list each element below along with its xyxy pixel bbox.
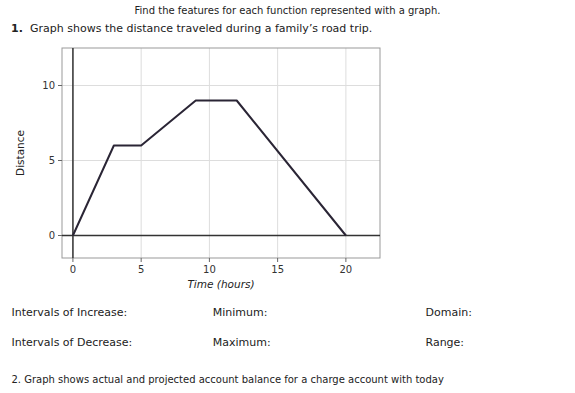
prompt-label: Maximum: [213,336,271,349]
next-problem: 2. Graph shows actual and projected acco… [12,374,444,385]
grid-line-x [345,48,346,258]
grid-line-y [62,235,380,236]
y-tick [58,160,62,161]
grid-line-y [62,85,380,86]
plot-frame [62,48,380,258]
x-axis-label: Time (hours) [187,278,254,290]
x-tick [277,258,278,262]
header: Find the features for each function repr… [135,5,441,16]
grid-line-y [62,160,380,161]
x-tick [141,258,142,262]
y-tick [58,85,62,86]
grid-line-x [141,48,142,258]
y-tick-label: 10 [42,80,55,91]
y-tick-label: 5 [49,155,55,166]
y-axis-label: Distance [14,130,26,176]
title: Graph shows the distance traveled during… [30,22,372,35]
y-axis-line [72,48,74,258]
plot-marks [73,101,346,236]
x-axis-line [62,235,380,237]
chart: Find the features for each function repr… [0,0,575,393]
data-line [73,101,346,236]
number-label: 1. [11,22,23,35]
prompt-label: Minimum: [213,306,268,319]
x-tick-label: 0 [70,264,76,275]
x-tick [209,258,210,262]
prompt-label: Intervals of Increase: [12,306,128,319]
x-tick-label: 5 [138,264,144,275]
x-tick [72,258,73,262]
x-tick-label: 15 [271,264,284,275]
y-tick [58,235,62,236]
grid-line-x [72,48,73,258]
grid-line-x [209,48,210,258]
y-tick-label: 0 [49,230,55,241]
x-tick [345,258,346,262]
background [0,0,575,393]
prompt-label: Intervals of Decrease: [12,336,133,349]
x-tick-label: 10 [203,264,216,275]
x-tick-label: 20 [340,264,353,275]
prompt-label: Domain: [426,306,472,319]
prompt-label: Range: [426,336,465,349]
